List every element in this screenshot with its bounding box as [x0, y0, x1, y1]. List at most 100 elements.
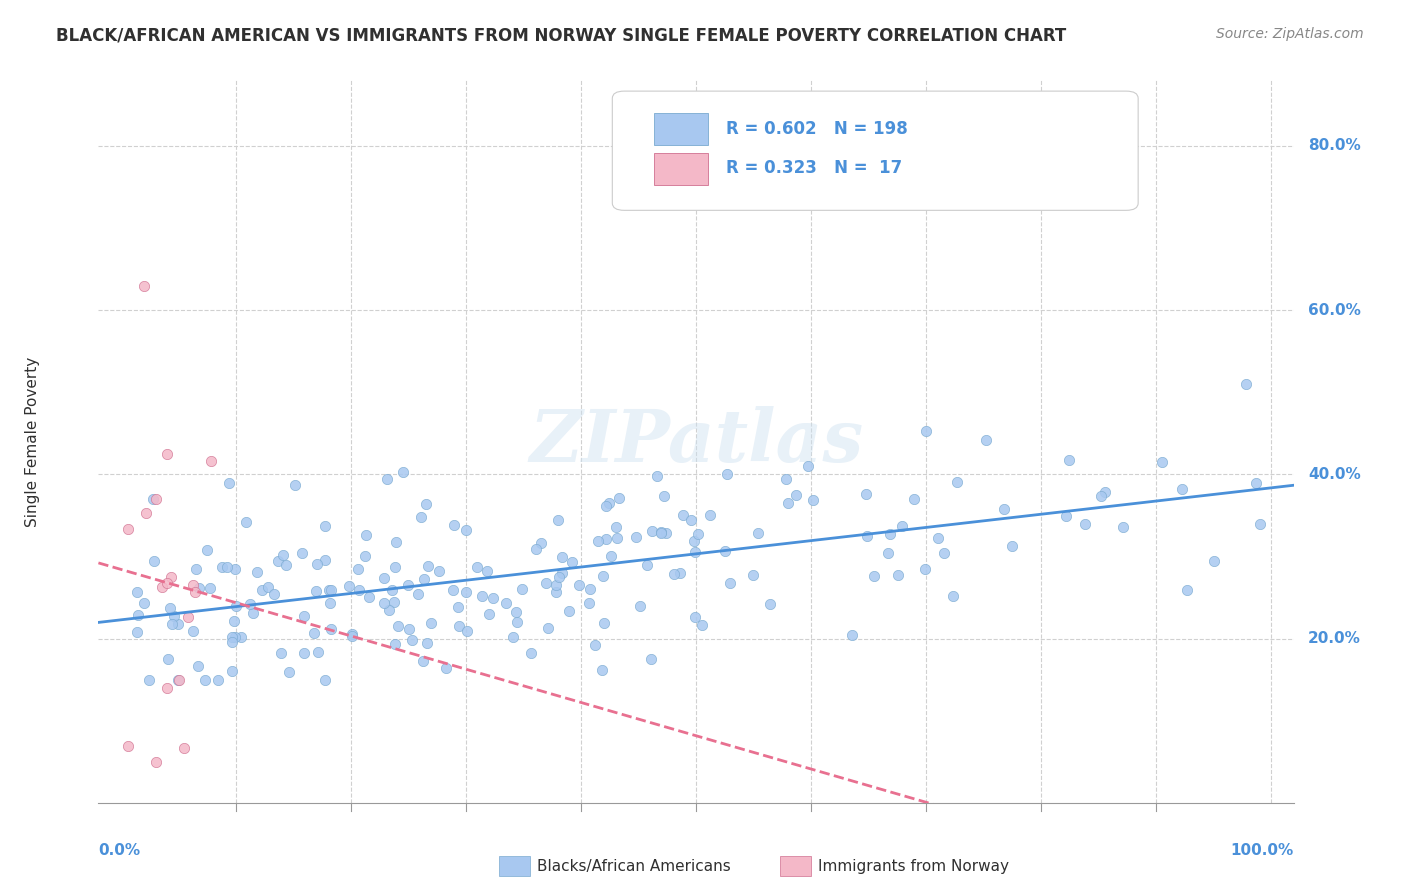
Point — [218, 476, 240, 491]
Point — [198, 582, 221, 596]
Point — [267, 554, 290, 568]
Point — [551, 549, 574, 564]
Point — [502, 630, 524, 644]
Point — [650, 525, 672, 540]
Point — [222, 614, 245, 628]
Point — [416, 636, 439, 650]
Point — [662, 567, 685, 582]
Point — [595, 533, 617, 547]
Point — [181, 624, 204, 639]
Point — [145, 755, 167, 769]
Point — [776, 496, 799, 510]
Point — [583, 638, 606, 652]
Point — [775, 472, 797, 486]
Point — [225, 599, 247, 613]
Point — [167, 617, 190, 632]
Point — [221, 634, 243, 648]
Point — [1112, 519, 1135, 533]
Point — [321, 583, 343, 598]
Point — [346, 561, 368, 575]
Point — [246, 566, 269, 580]
Point — [314, 519, 336, 533]
Point — [685, 610, 707, 624]
Point — [354, 528, 377, 542]
Point — [591, 664, 613, 678]
Point — [184, 585, 207, 599]
Point — [758, 597, 780, 611]
Point — [446, 600, 468, 615]
Point — [224, 631, 246, 645]
Point — [434, 661, 457, 675]
Point — [162, 608, 184, 623]
Point — [427, 564, 450, 578]
Point — [381, 582, 404, 597]
Point — [1177, 582, 1199, 597]
Point — [221, 630, 243, 644]
Point — [1094, 485, 1116, 500]
Point — [307, 645, 329, 659]
Text: R = 0.323   N =  17: R = 0.323 N = 17 — [725, 160, 903, 178]
Point — [586, 533, 609, 548]
Point — [890, 519, 912, 533]
Point — [188, 581, 211, 595]
Point — [340, 627, 363, 641]
Point — [217, 559, 239, 574]
Point — [672, 508, 695, 523]
Point — [877, 546, 900, 560]
Point — [801, 492, 824, 507]
Point — [142, 492, 165, 507]
Point — [688, 527, 710, 541]
Point — [1249, 516, 1271, 531]
Point — [716, 467, 738, 481]
Point — [592, 569, 614, 583]
Text: Source: ZipAtlas.com: Source: ZipAtlas.com — [1216, 27, 1364, 41]
Point — [252, 583, 274, 598]
Point — [547, 569, 569, 583]
Point — [134, 278, 156, 293]
Point — [284, 477, 307, 491]
Point — [127, 624, 149, 639]
Point — [145, 491, 167, 506]
Point — [927, 531, 949, 545]
Point — [292, 646, 315, 660]
Point — [398, 622, 420, 636]
Point — [652, 489, 675, 503]
Point — [598, 496, 620, 510]
Point — [668, 566, 690, 580]
Text: 40.0%: 40.0% — [1308, 467, 1361, 482]
Point — [605, 520, 627, 534]
Point — [156, 576, 179, 591]
Point — [1090, 489, 1112, 503]
Point — [340, 629, 363, 643]
Point — [506, 615, 529, 629]
Point — [387, 619, 409, 633]
Point — [221, 664, 243, 678]
Point — [156, 652, 179, 666]
Point — [117, 523, 139, 537]
Point — [456, 523, 478, 537]
Point — [510, 582, 533, 596]
Point — [641, 524, 664, 538]
Point — [159, 601, 181, 615]
Point — [392, 466, 415, 480]
Point — [903, 492, 925, 507]
Point — [416, 558, 439, 573]
FancyBboxPatch shape — [613, 91, 1139, 211]
Point — [242, 607, 264, 621]
Point — [1001, 539, 1024, 553]
Point — [530, 535, 553, 549]
Point — [319, 596, 342, 610]
Point — [626, 530, 648, 544]
Point — [1171, 483, 1194, 497]
Point — [1057, 453, 1080, 467]
Point — [291, 546, 314, 560]
Point — [465, 559, 488, 574]
Point — [166, 673, 188, 687]
Point — [699, 508, 721, 522]
Point — [396, 577, 419, 591]
Point — [558, 604, 581, 618]
Text: 100.0%: 100.0% — [1230, 843, 1294, 857]
Point — [337, 579, 360, 593]
Point — [537, 621, 560, 635]
Point — [239, 597, 262, 611]
